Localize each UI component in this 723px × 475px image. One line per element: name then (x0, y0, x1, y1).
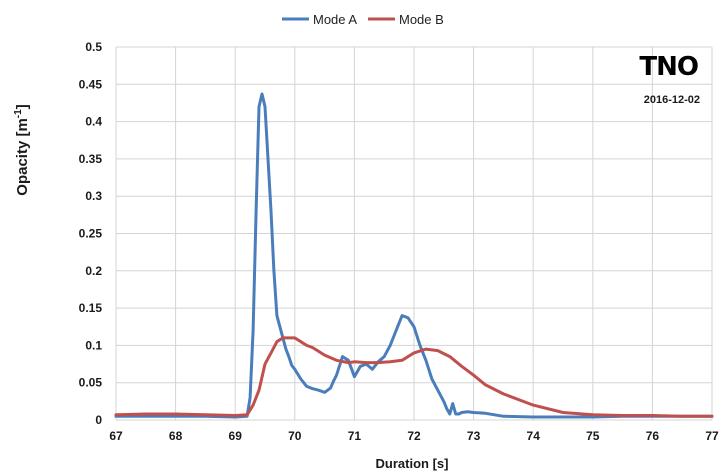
legend-label-mode-b: Mode B (399, 12, 444, 27)
legend-label-mode-a: Mode A (313, 12, 357, 27)
y-tick-label: 0.25 (79, 227, 103, 241)
x-tick-label: 76 (646, 429, 660, 443)
grid (115, 46, 713, 421)
y-axis-title-close: ] (14, 104, 31, 109)
y-tick-label: 0.15 (79, 301, 103, 315)
series-line-mode-b (114, 336, 714, 418)
x-tick-label: 74 (527, 429, 541, 443)
x-tick-label: 71 (348, 429, 362, 443)
x-tick-label: 75 (586, 429, 600, 443)
y-tick-label: 0.4 (85, 115, 102, 129)
y-axis-title-main: Opacity [m (14, 118, 31, 196)
x-tick-label: 68 (169, 429, 183, 443)
x-tick-label: 69 (229, 429, 243, 443)
y-tick-label: 0.3 (85, 189, 102, 203)
y-tick-label: 0.1 (85, 338, 102, 352)
y-axis-title-sup: -1 (13, 109, 24, 118)
y-tick-label: 0.35 (79, 152, 103, 166)
y-tick-label: 0.45 (79, 77, 103, 91)
x-axis-title: Duration [s] (376, 456, 449, 471)
x-tick-label: 72 (407, 429, 421, 443)
tno-logo: TNO (639, 52, 698, 82)
series-line-mode-a (114, 92, 714, 419)
x-tick-label: 67 (109, 429, 123, 443)
x-tick-label: 77 (705, 429, 719, 443)
y-tick-label: 0.5 (85, 40, 102, 54)
legend: Mode A Mode B (282, 12, 444, 27)
y-axis-title: Opacity [m-1] (13, 104, 31, 195)
y-tick-label: 0 (95, 413, 102, 427)
series-layer (114, 92, 714, 419)
y-tick-label: 0.05 (79, 376, 103, 390)
axes: 67 68 69 70 71 72 73 74 75 76 77 0 0.05 0.1 0.15 0.2 0.2… (79, 40, 719, 443)
y-tick-label: 0.2 (85, 264, 102, 278)
x-tick-label: 73 (467, 429, 481, 443)
date-label: 2016-12-02 (644, 94, 700, 106)
x-tick-label: 70 (288, 429, 302, 443)
